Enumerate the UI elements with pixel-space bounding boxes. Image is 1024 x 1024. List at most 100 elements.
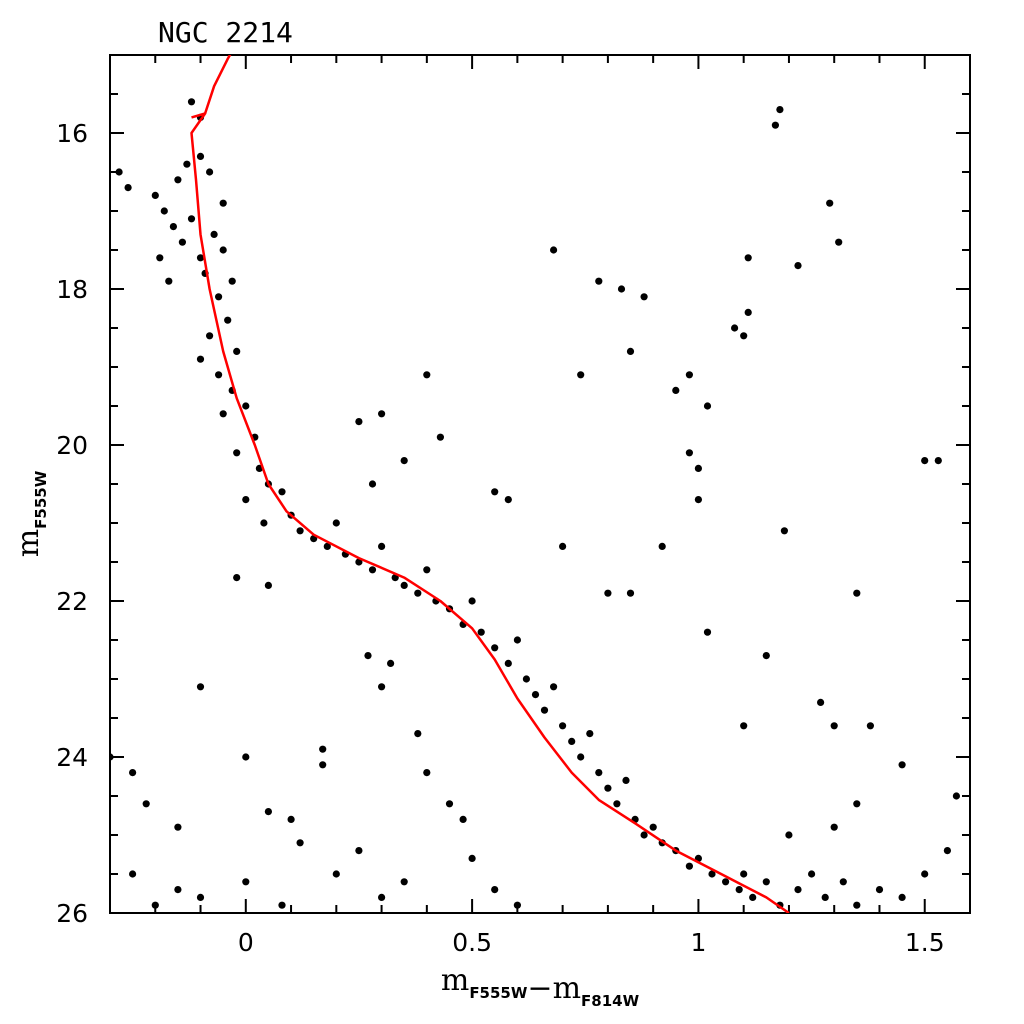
data-point xyxy=(287,815,295,824)
data-point xyxy=(368,566,377,574)
y-tick-label: 16 xyxy=(56,119,88,148)
data-point xyxy=(178,238,186,246)
data-point xyxy=(826,199,834,207)
data-point xyxy=(559,542,567,551)
data-point xyxy=(278,901,286,909)
data-point xyxy=(332,519,340,527)
data-point xyxy=(731,324,739,332)
data-point xyxy=(853,800,861,808)
data-point xyxy=(595,769,603,777)
data-point xyxy=(400,878,408,886)
y-tick-label: 26 xyxy=(56,899,88,928)
data-point xyxy=(540,706,549,714)
data-point xyxy=(830,823,838,831)
y-label-subscript: F555W xyxy=(32,470,50,529)
data-point xyxy=(640,831,648,839)
data-point xyxy=(780,527,789,535)
data-point xyxy=(504,659,512,668)
data-point xyxy=(445,800,454,808)
y-tick-label: 22 xyxy=(56,587,88,616)
x-tick-label: 0 xyxy=(238,928,254,957)
data-point xyxy=(830,722,838,730)
data-point xyxy=(174,823,182,831)
data-point xyxy=(898,893,906,902)
data-point xyxy=(187,215,196,223)
data-point xyxy=(174,886,182,894)
data-point xyxy=(491,488,499,496)
data-point xyxy=(504,496,512,504)
x-label-part: m xyxy=(441,963,469,998)
data-point xyxy=(794,886,802,894)
data-point xyxy=(749,893,757,902)
data-point xyxy=(617,285,626,293)
plot-frame-group xyxy=(109,54,971,914)
data-point xyxy=(319,761,327,769)
data-point xyxy=(685,371,694,379)
data-point xyxy=(921,457,929,465)
data-point xyxy=(626,347,635,355)
data-point xyxy=(468,854,476,863)
x-tick-label: 0.5 xyxy=(452,928,492,957)
data-point xyxy=(853,589,861,597)
x-tick-label: 1 xyxy=(690,928,706,957)
data-point xyxy=(332,870,340,878)
data-point xyxy=(242,402,250,410)
data-point xyxy=(794,262,802,270)
data-point xyxy=(898,761,906,769)
data-point xyxy=(110,753,114,761)
data-point xyxy=(477,628,485,636)
data-point xyxy=(378,542,386,551)
chart-title: NGC 2214 xyxy=(158,16,293,49)
data-point xyxy=(206,332,214,340)
data-point xyxy=(260,519,268,527)
isochrone-curves xyxy=(190,55,790,913)
plot-frame xyxy=(109,54,971,914)
y-axis-label-text: mF555W xyxy=(11,470,50,557)
data-point xyxy=(568,737,576,746)
data-point xyxy=(531,691,540,699)
data-point xyxy=(459,815,467,824)
data-point xyxy=(196,152,205,160)
data-point xyxy=(839,878,847,886)
data-point xyxy=(694,464,703,472)
data-point xyxy=(550,246,558,254)
data-point xyxy=(400,581,408,590)
data-point xyxy=(423,566,431,574)
data-point xyxy=(296,839,304,847)
data-point xyxy=(378,410,386,418)
data-point xyxy=(694,496,703,504)
data-point xyxy=(242,496,250,504)
data-point xyxy=(355,418,363,426)
data-point xyxy=(378,683,386,691)
data-point xyxy=(921,870,929,878)
data-point xyxy=(219,246,227,254)
y-label-main: m xyxy=(11,529,46,557)
data-point xyxy=(219,410,227,418)
data-point xyxy=(649,823,657,831)
data-point xyxy=(436,433,444,441)
data-point xyxy=(414,730,422,738)
data-point xyxy=(319,745,327,753)
data-point xyxy=(196,893,205,902)
data-point xyxy=(242,753,250,761)
data-point xyxy=(378,893,386,902)
data-point xyxy=(400,457,408,465)
data-point xyxy=(115,168,123,176)
data-point xyxy=(364,652,372,660)
data-point xyxy=(368,480,377,488)
data-point xyxy=(264,808,272,816)
data-point xyxy=(776,106,784,114)
data-point xyxy=(672,386,680,394)
isochrone-line xyxy=(190,112,790,913)
data-point xyxy=(224,316,232,324)
data-point xyxy=(875,886,884,894)
data-point xyxy=(165,277,173,285)
data-point xyxy=(522,675,531,683)
data-point xyxy=(196,683,205,691)
data-point xyxy=(762,652,770,660)
data-point xyxy=(762,878,770,886)
data-point xyxy=(740,332,748,340)
data-point xyxy=(278,488,286,496)
data-point xyxy=(744,254,752,262)
data-point xyxy=(142,800,150,808)
